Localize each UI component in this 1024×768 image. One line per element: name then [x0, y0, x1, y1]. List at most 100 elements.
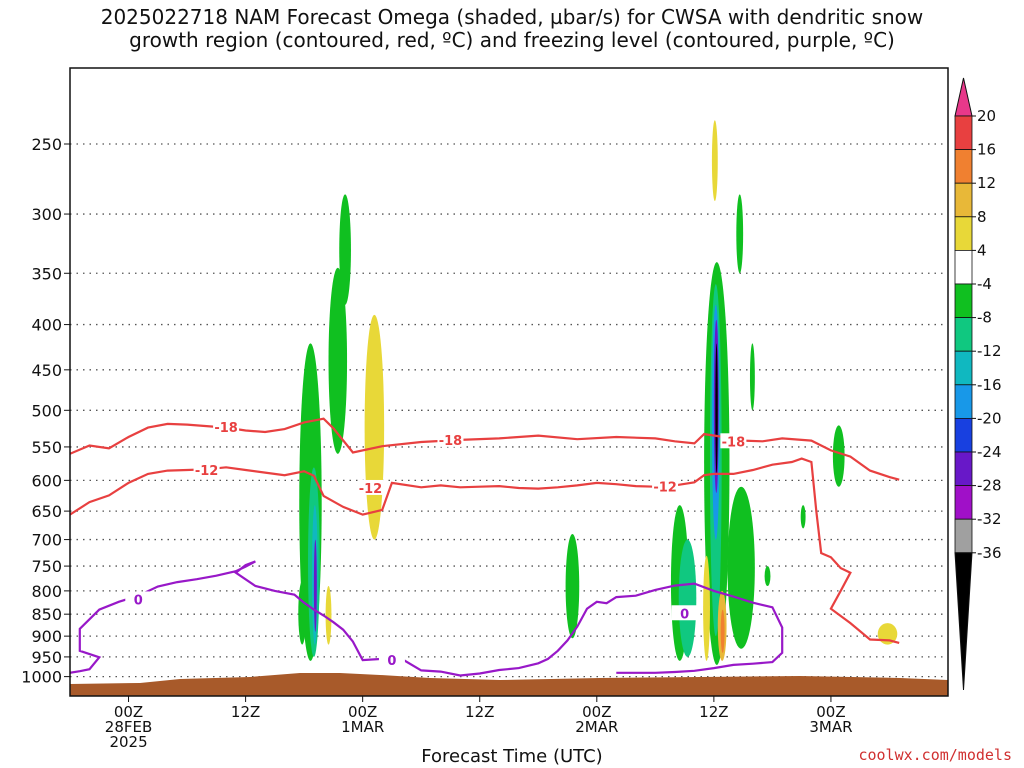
colorbar-top-arrow — [954, 77, 973, 117]
x-tick-label: 28FEB — [105, 718, 152, 736]
contour-label-bg — [125, 591, 152, 607]
colorbar-label: -8 — [977, 309, 992, 327]
contour-label: -18 — [722, 435, 746, 450]
colorbar-segment — [954, 451, 973, 486]
x-tick-label: 2025 — [109, 733, 147, 751]
y-tick-label: 300 — [31, 205, 62, 224]
contour-label-bg — [671, 605, 698, 621]
contour-line — [70, 457, 900, 644]
x-tick-label: 3MAR — [809, 718, 852, 736]
y-tick-label: 850 — [31, 605, 62, 624]
omega-cell — [727, 486, 755, 649]
y-tick-label: 1000 — [21, 668, 62, 687]
colorbar-segment — [954, 283, 973, 318]
colorbar-segment — [954, 485, 973, 520]
colorbar-label: -16 — [977, 376, 1002, 394]
omega-cell — [565, 534, 580, 639]
chart-title: 2025022718 NAM Forecast Omega (shaded, µ… — [0, 6, 1024, 52]
colorbar-segment — [954, 149, 973, 184]
contour-label: -12 — [653, 481, 677, 496]
contour-label-bg — [720, 433, 747, 449]
omega-cell — [339, 194, 351, 305]
x-tick-label: 2MAR — [575, 718, 618, 736]
colorbar-segment — [954, 216, 973, 251]
omega-cell — [764, 566, 771, 587]
omega-cell — [832, 425, 845, 487]
y-tick-label: 450 — [31, 361, 62, 380]
colorbar-label: 8 — [977, 208, 987, 226]
colorbar-label: 12 — [977, 174, 996, 192]
omega-cell — [364, 314, 385, 540]
x-tick-label: 1MAR — [341, 718, 384, 736]
colorbar-segment — [954, 350, 973, 386]
colorbar-segment — [954, 417, 973, 453]
colorbar-label: -24 — [977, 443, 1002, 461]
x-axis-title: Forecast Time (UTC) — [421, 746, 603, 767]
colorbar-segment — [954, 249, 973, 285]
omega-cell — [749, 343, 755, 411]
y-tick-label: 550 — [31, 438, 62, 457]
omega-cell — [800, 505, 806, 529]
colorbar-segment — [954, 115, 973, 150]
contour-label: -18 — [439, 434, 463, 449]
contour-lines: -18 -18 -18 -12 -12 -12 0 0 0 — [70, 417, 900, 677]
omega-cell — [325, 586, 332, 645]
colorbar-segment — [954, 518, 973, 554]
colorbar-segment — [954, 384, 973, 419]
omega-cell — [678, 539, 697, 657]
y-tick-label: 650 — [31, 502, 62, 521]
contour-label: -18 — [214, 421, 238, 436]
y-tick-label: 900 — [31, 627, 62, 646]
y-tick-label: 500 — [31, 401, 62, 420]
contour-line — [70, 560, 784, 677]
x-tick-label: 12Z — [699, 703, 728, 721]
colorbar-label: 20 — [977, 107, 996, 125]
contour-label: 0 — [680, 607, 689, 622]
omega-cell — [313, 539, 317, 632]
colorbar-segment — [954, 317, 973, 352]
colorbar-label: -36 — [977, 544, 1002, 562]
y-axis: 250 300 350 400 450 500 550 600 650 700 750 800 850 9… — [21, 135, 70, 687]
contour-label-bg — [193, 461, 220, 477]
title-line-1: 2025022718 NAM Forecast Omega (shaded, µ… — [100, 5, 924, 29]
colorbar-label: -12 — [977, 342, 1002, 360]
colorbar-bottom-arrow — [954, 552, 973, 691]
x-tick-label: 00Z — [114, 703, 143, 721]
omega-cell — [715, 343, 718, 474]
plot-frame — [69, 67, 949, 697]
x-tick-label: 00Z — [816, 703, 845, 721]
x-tick-label: 00Z — [348, 703, 377, 721]
x-tick-label: 12Z — [231, 703, 260, 721]
y-tick-label: 350 — [31, 264, 62, 283]
gridlines — [70, 143, 948, 678]
contour-label: 0 — [387, 654, 396, 669]
contour-label: 0 — [134, 593, 143, 608]
credit-text: coolwx.com/models — [858, 746, 1012, 764]
y-tick-label: 400 — [31, 316, 62, 335]
y-tick-label: 800 — [31, 582, 62, 601]
omega-shading — [298, 120, 898, 665]
omega-cell — [703, 555, 710, 661]
contour-label: -12 — [359, 482, 383, 497]
colorbar-label: -4 — [977, 275, 992, 293]
omega-cell — [298, 581, 307, 645]
omega-cell — [720, 609, 725, 653]
contour-label-bg — [378, 652, 405, 668]
contour-label: -12 — [195, 464, 219, 479]
y-tick-label: 250 — [31, 135, 62, 154]
contour-label-bg — [652, 478, 679, 494]
colorbar-label: -20 — [977, 409, 1002, 427]
colorbar-label: 16 — [977, 141, 996, 159]
x-tick-label: 12Z — [465, 703, 494, 721]
colorbar-label: -28 — [977, 477, 1002, 495]
y-tick-label: 700 — [31, 531, 62, 550]
y-tick-label: 600 — [31, 471, 62, 490]
contour-label-bg — [213, 418, 240, 434]
y-tick-label: 750 — [31, 557, 62, 576]
contour-label-bg — [357, 479, 384, 495]
colorbar-label: -32 — [977, 510, 1002, 528]
title-line-2: growth region (contoured, red, ºC) and f… — [129, 28, 895, 52]
colorbar-label: 4 — [977, 241, 987, 259]
